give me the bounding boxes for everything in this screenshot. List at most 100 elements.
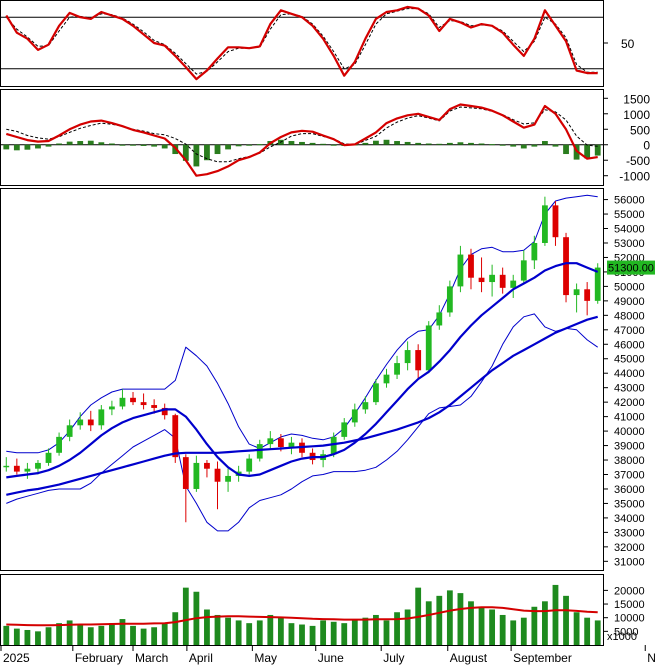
ma50-line (6, 315, 598, 496)
price-tick-label: 41000 (614, 412, 645, 424)
candle-body (489, 274, 496, 283)
volume-bar (468, 601, 474, 645)
macd-tick-label: 1000 (623, 108, 650, 122)
candle-body (341, 422, 348, 437)
volume-tick-label: 10000 (614, 613, 645, 625)
volume-tick-label: 15000 (614, 599, 645, 611)
candle-body (563, 237, 569, 296)
candle-body (415, 350, 422, 371)
macd-tick-label: 0 (643, 139, 650, 153)
bollinger-upper-line (6, 194, 598, 454)
volume-bar (320, 620, 327, 645)
candle-body (204, 462, 210, 469)
candle-body (520, 260, 527, 281)
macd-histogram-bar (383, 139, 390, 145)
price-tick-label: 39000 (614, 441, 645, 453)
price-tick-label: 47000 (614, 325, 645, 337)
candle-body (446, 286, 453, 313)
price-tick-label: 40000 (614, 426, 645, 438)
macd-histogram-bar (563, 144, 569, 155)
macd-histogram-bar (489, 144, 496, 146)
macd-histogram-bar (235, 144, 242, 147)
macd-histogram-bar (362, 142, 369, 145)
macd-histogram-bar (45, 144, 52, 147)
x-axis-label: September (513, 651, 572, 665)
macd-tick-label: -1000 (619, 170, 650, 184)
macd-histogram-bar (246, 144, 253, 146)
volume-bar (383, 620, 390, 645)
volume-bar (394, 612, 400, 645)
volume-bar (446, 590, 453, 645)
price-tick-label: 35000 (614, 498, 645, 510)
candle-body (108, 406, 115, 410)
volume-bar (35, 631, 41, 645)
volume-bar (130, 625, 136, 645)
price-tick-label: 46000 (614, 339, 645, 351)
volume-bar (520, 617, 527, 645)
volume-bar (108, 623, 115, 645)
macd-line (5, 103, 598, 177)
candle-body (246, 458, 253, 472)
candle-body (161, 407, 168, 416)
macd-histogram-bar (193, 144, 200, 167)
candle-body (77, 419, 84, 426)
macd-histogram-bar (457, 142, 464, 145)
macd-histogram-bar (584, 144, 591, 159)
last-price-label: 51300.00 (608, 263, 654, 275)
macd-histogram-bar (468, 142, 474, 145)
volume-bar (235, 620, 242, 645)
candle-body (13, 465, 20, 472)
price-tick-label: 49000 (614, 296, 645, 308)
volume-bar (204, 609, 210, 645)
macd-histogram-bar (56, 143, 62, 145)
macd-histogram-bar (436, 143, 443, 145)
candle-body (394, 363, 400, 375)
candle-body (573, 289, 580, 296)
volume-bar (119, 619, 126, 645)
candle-body (288, 442, 295, 448)
volume-tick-label: 5000 (614, 626, 638, 638)
volume-bar (246, 623, 253, 645)
stochastic-panel (0, 0, 604, 87)
volume-bar (404, 609, 411, 645)
candle-body (225, 475, 231, 482)
candle-body (373, 383, 379, 403)
macd-histogram-bar (404, 141, 411, 145)
candle-body (35, 462, 41, 469)
volume-bar (425, 601, 432, 645)
volume-bar (309, 625, 316, 645)
macd-histogram-bar (288, 141, 295, 145)
price-tick-label: 48000 (614, 310, 645, 322)
candle-body (468, 254, 474, 278)
volume-bar (594, 620, 601, 645)
candle-body (24, 468, 31, 472)
price-tick-label: 53000 (614, 238, 645, 250)
volume-bar (478, 606, 485, 645)
macd-histogram-bar (394, 141, 400, 145)
candle-body (478, 277, 485, 283)
candle-body (436, 312, 443, 326)
volume-bar (531, 606, 538, 645)
macd-histogram-bar (552, 144, 559, 147)
volume-bar (341, 623, 348, 645)
volume-bar (77, 624, 84, 645)
candle-body (277, 438, 284, 448)
candle-body (172, 415, 179, 458)
macd-histogram-bar (3, 144, 10, 150)
macd-histogram-bar (35, 144, 41, 149)
volume-bar (66, 620, 73, 645)
volume-bar (330, 621, 337, 645)
macd-histogram-bar (256, 144, 263, 146)
volume-bar (584, 617, 591, 645)
candle-body (130, 397, 136, 403)
volume-bar (510, 620, 517, 645)
volume-bar (499, 614, 506, 645)
macd-histogram-bar (225, 144, 231, 150)
price-tick-label: 31000 (614, 556, 645, 568)
volume-bar (573, 612, 580, 645)
volume-bar (277, 617, 284, 645)
x-axis-label: July (383, 651, 404, 665)
volume-bar (362, 617, 369, 645)
macd-histogram-bar (214, 144, 221, 155)
candle-body (193, 462, 200, 489)
